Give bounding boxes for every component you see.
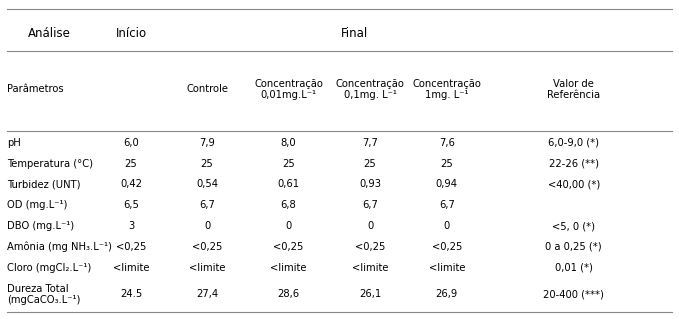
Text: 0,93: 0,93: [359, 180, 381, 189]
Text: 3: 3: [128, 221, 134, 231]
Text: 6,7: 6,7: [199, 200, 215, 210]
Text: <0,25: <0,25: [116, 242, 146, 252]
Text: <limite: <limite: [270, 263, 307, 273]
Text: <40,00 (*): <40,00 (*): [548, 180, 600, 189]
Text: 6,7: 6,7: [439, 200, 455, 210]
Text: 24.5: 24.5: [120, 289, 142, 299]
Text: 6,7: 6,7: [362, 200, 378, 210]
Text: pH: pH: [7, 138, 20, 148]
Text: 0,94: 0,94: [436, 180, 458, 189]
Text: <0,25: <0,25: [274, 242, 304, 252]
Text: Análise: Análise: [28, 27, 71, 40]
Text: 28,6: 28,6: [278, 289, 299, 299]
Text: <limite: <limite: [189, 263, 225, 273]
Text: 20-400 (***): 20-400 (***): [543, 289, 604, 299]
Text: Valor de
Referência: Valor de Referência: [547, 78, 600, 100]
Text: 0 a 0,25 (*): 0 a 0,25 (*): [545, 242, 602, 252]
Text: Amônia (mg NH₃.L⁻¹): Amônia (mg NH₃.L⁻¹): [7, 242, 111, 252]
Text: <0,25: <0,25: [192, 242, 222, 252]
Text: <limite: <limite: [428, 263, 465, 273]
Text: Concentração
0,01mg.L⁻¹: Concentração 0,01mg.L⁻¹: [254, 78, 323, 100]
Text: 6,0-9,0 (*): 6,0-9,0 (*): [548, 138, 600, 148]
Text: 26,9: 26,9: [436, 289, 458, 299]
Text: 7,7: 7,7: [362, 138, 378, 148]
Text: 7,9: 7,9: [199, 138, 215, 148]
Text: Temperatura (°C): Temperatura (°C): [7, 159, 93, 169]
Text: 6,5: 6,5: [123, 200, 139, 210]
Text: 25: 25: [125, 159, 137, 169]
Text: Início: Início: [115, 27, 147, 40]
Text: Final: Final: [341, 27, 369, 40]
Text: 25: 25: [282, 159, 295, 169]
Text: 26,1: 26,1: [359, 289, 381, 299]
Text: Dureza Total
(mgCaCO₃.L⁻¹): Dureza Total (mgCaCO₃.L⁻¹): [7, 284, 80, 305]
Text: DBO (mg.L⁻¹): DBO (mg.L⁻¹): [7, 221, 74, 231]
Text: <limite: <limite: [113, 263, 149, 273]
Text: 0: 0: [443, 221, 450, 231]
Text: 8,0: 8,0: [280, 138, 297, 148]
Text: 25: 25: [441, 159, 453, 169]
Text: 27,4: 27,4: [196, 289, 218, 299]
Text: <0,25: <0,25: [432, 242, 462, 252]
Text: 0,61: 0,61: [278, 180, 299, 189]
Text: Cloro (mgCl₂.L⁻¹): Cloro (mgCl₂.L⁻¹): [7, 263, 91, 273]
Text: Concentração
0,1mg. L⁻¹: Concentração 0,1mg. L⁻¹: [335, 78, 405, 100]
Text: 0: 0: [285, 221, 292, 231]
Text: <5, 0 (*): <5, 0 (*): [552, 221, 595, 231]
Text: 6,8: 6,8: [280, 200, 297, 210]
Text: <limite: <limite: [352, 263, 388, 273]
Text: 0,54: 0,54: [196, 180, 218, 189]
Text: 7,6: 7,6: [439, 138, 455, 148]
Text: 0: 0: [367, 221, 373, 231]
Text: 0,42: 0,42: [120, 180, 142, 189]
Text: <0,25: <0,25: [355, 242, 385, 252]
Text: 0,01 (*): 0,01 (*): [555, 263, 593, 273]
Text: Concentração
1mg. L⁻¹: Concentração 1mg. L⁻¹: [412, 78, 481, 100]
Text: OD (mg.L⁻¹): OD (mg.L⁻¹): [7, 200, 67, 210]
Text: 25: 25: [201, 159, 213, 169]
Text: Parâmetros: Parâmetros: [7, 84, 63, 94]
Text: 25: 25: [364, 159, 376, 169]
Text: Controle: Controle: [186, 84, 228, 94]
Text: 6,0: 6,0: [123, 138, 139, 148]
Text: 0: 0: [204, 221, 210, 231]
Text: 22-26 (**): 22-26 (**): [549, 159, 599, 169]
Text: Turbidez (UNT): Turbidez (UNT): [7, 180, 80, 189]
